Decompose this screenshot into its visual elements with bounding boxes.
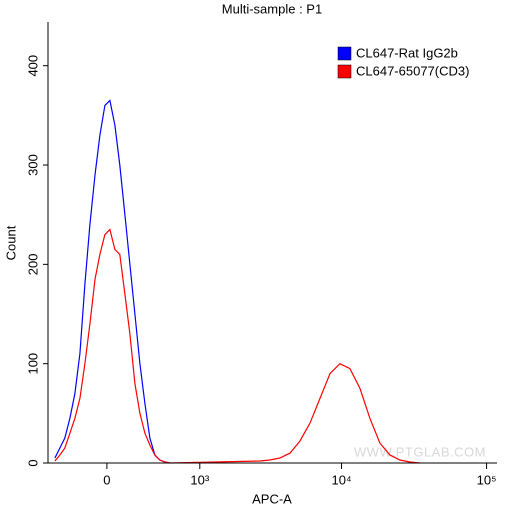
y-tick-label: 200 xyxy=(25,253,40,275)
x-axis-label: APC-A xyxy=(252,491,292,506)
watermark: WWW.PTGLAB.COM xyxy=(354,444,486,459)
legend-label: CL647-65077(CD3) xyxy=(356,63,469,78)
y-tick-label: 100 xyxy=(25,353,40,375)
histogram-line xyxy=(54,99,171,464)
legend-swatch xyxy=(337,46,352,61)
legend-swatch xyxy=(337,64,352,79)
y-tick-label: 0 xyxy=(25,459,40,466)
chart-title: Multi-sample : P1 xyxy=(222,1,322,16)
x-tick-label: 10⁵ xyxy=(477,472,497,487)
y-tick-label: 400 xyxy=(25,55,40,77)
y-axis-label: Count xyxy=(3,225,18,260)
legend-label: CL647-Rat IgG2b xyxy=(356,45,458,60)
x-tick-label: 10³ xyxy=(190,472,209,487)
x-tick-label: 10⁴ xyxy=(332,472,352,487)
y-tick-label: 300 xyxy=(25,154,40,176)
histogram-line xyxy=(54,228,420,464)
x-tick-label: 0 xyxy=(103,472,110,487)
